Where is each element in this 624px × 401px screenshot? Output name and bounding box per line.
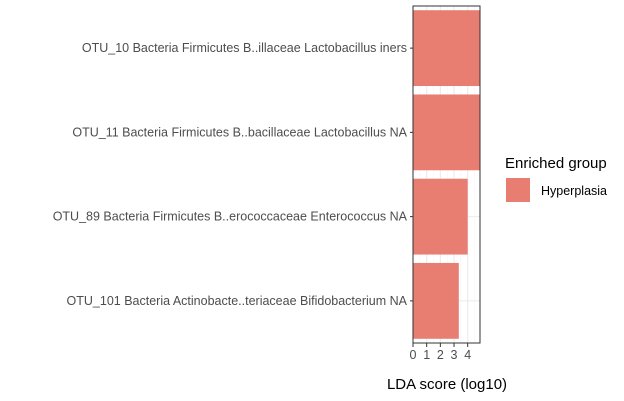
bar (413, 178, 468, 255)
bar (413, 94, 480, 171)
legend-label-hyperplasia: Hyperplasia (541, 184, 607, 198)
x-tick-label: 1 (423, 348, 430, 362)
category-label: OTU_11 Bacteria Firmicutes B..bacillacea… (72, 125, 407, 139)
legend-title: Enriched group (505, 155, 607, 172)
x-tick-label: 3 (451, 348, 458, 362)
legend-key-hyperplasia (506, 178, 530, 202)
category-label: OTU_89 Bacteria Firmicutes B..erococcace… (53, 210, 408, 224)
category-label: OTU_10 Bacteria Firmicutes B..illaceae L… (82, 41, 407, 55)
category-label: OTU_101 Bacteria Actinobacte..teriaceae … (67, 294, 408, 308)
bars (413, 10, 480, 339)
bar (413, 10, 480, 87)
x-tick-label: 2 (437, 348, 444, 362)
x-tick-label: 4 (464, 348, 471, 362)
x-axis-title: LDA score (log10) (387, 376, 507, 393)
category-labels: OTU_10 Bacteria Firmicutes B..illaceae L… (53, 41, 413, 308)
panel-border (412, 5, 481, 344)
bar (413, 262, 459, 339)
legend: Enriched group Hyperplasia (505, 155, 607, 202)
x-tick-label: 0 (410, 348, 417, 362)
